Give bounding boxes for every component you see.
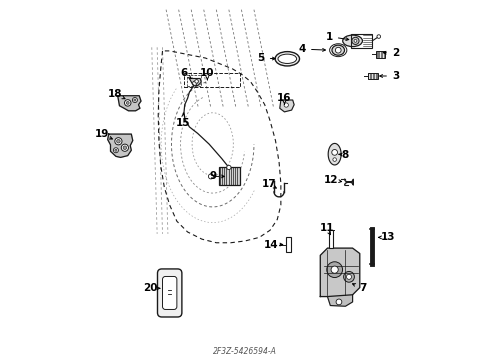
Circle shape: [113, 148, 119, 153]
Text: 5: 5: [258, 53, 265, 63]
Circle shape: [336, 299, 342, 305]
FancyBboxPatch shape: [376, 51, 385, 58]
Text: 11: 11: [319, 224, 334, 233]
Circle shape: [377, 35, 381, 39]
Text: 10: 10: [200, 68, 215, 78]
Text: 7: 7: [359, 283, 367, 293]
Text: 4: 4: [299, 44, 306, 54]
Circle shape: [115, 149, 117, 151]
Text: 12: 12: [324, 175, 338, 185]
Circle shape: [124, 100, 131, 106]
Circle shape: [333, 158, 337, 161]
Text: 2F3Z-5426594-A: 2F3Z-5426594-A: [213, 347, 277, 356]
Text: 13: 13: [381, 232, 396, 242]
Circle shape: [352, 37, 359, 44]
Circle shape: [327, 262, 343, 278]
Circle shape: [132, 98, 137, 103]
Circle shape: [193, 81, 197, 85]
Polygon shape: [190, 78, 201, 86]
Text: 1: 1: [326, 32, 333, 41]
Ellipse shape: [332, 45, 344, 55]
Polygon shape: [108, 134, 133, 157]
Text: 2: 2: [392, 48, 399, 58]
Text: 9: 9: [209, 171, 216, 181]
Text: 3: 3: [392, 71, 399, 81]
FancyBboxPatch shape: [368, 73, 378, 78]
FancyBboxPatch shape: [286, 237, 291, 252]
Polygon shape: [118, 96, 141, 111]
Circle shape: [117, 139, 120, 143]
Circle shape: [115, 138, 122, 145]
Circle shape: [122, 144, 128, 151]
Circle shape: [208, 174, 214, 179]
Polygon shape: [280, 100, 294, 112]
Text: 15: 15: [176, 118, 191, 128]
Text: 14: 14: [264, 239, 278, 249]
Circle shape: [332, 149, 338, 155]
Text: 17: 17: [262, 179, 277, 189]
Text: 6: 6: [180, 68, 188, 78]
Polygon shape: [320, 248, 360, 297]
Circle shape: [227, 165, 231, 170]
Circle shape: [335, 47, 341, 53]
FancyBboxPatch shape: [219, 167, 240, 185]
Circle shape: [126, 102, 129, 104]
FancyBboxPatch shape: [163, 276, 177, 310]
Circle shape: [346, 274, 351, 279]
FancyBboxPatch shape: [157, 269, 182, 317]
Text: 8: 8: [342, 150, 349, 160]
Polygon shape: [328, 143, 341, 165]
Circle shape: [354, 40, 357, 42]
Circle shape: [134, 99, 136, 101]
Ellipse shape: [275, 51, 299, 66]
FancyBboxPatch shape: [329, 230, 333, 248]
Ellipse shape: [278, 54, 296, 63]
Text: 20: 20: [143, 283, 157, 293]
Polygon shape: [327, 295, 353, 306]
Text: 19: 19: [95, 129, 109, 139]
Circle shape: [343, 271, 354, 282]
Text: 16: 16: [277, 93, 292, 103]
Circle shape: [284, 103, 289, 107]
Circle shape: [331, 266, 338, 273]
Ellipse shape: [343, 35, 363, 46]
Circle shape: [195, 80, 198, 83]
Text: 18: 18: [108, 89, 122, 99]
Circle shape: [123, 146, 126, 149]
